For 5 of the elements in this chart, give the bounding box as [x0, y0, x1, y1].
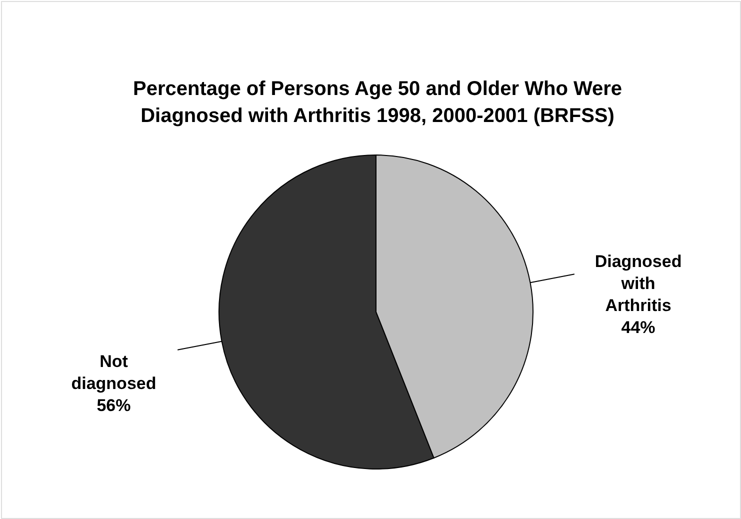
legend-label: Diagnosed with Arthritis	[594, 252, 682, 315]
data-label: 56%	[96, 396, 131, 416]
chart-title: Percentage of Persons Age 50 and Older Who Were Diagnosed with Arthritis 1998, 2000-2001 (BRFSS)	[132, 78, 622, 127]
slice-label: Not diagnosed	[71, 352, 156, 394]
data-label: 44%	[621, 318, 656, 337]
